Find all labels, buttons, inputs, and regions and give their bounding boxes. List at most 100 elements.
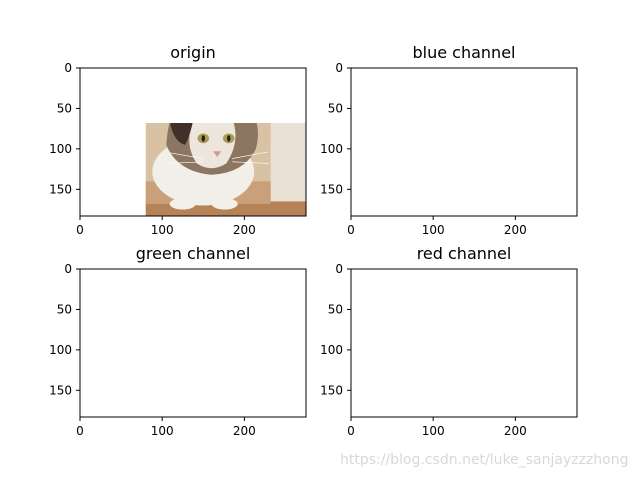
cat-eye-right — [223, 335, 235, 345]
cat-nose — [213, 151, 222, 157]
x-tick-label: 0 — [76, 424, 84, 438]
cat-whisker — [169, 363, 204, 365]
cat-pupil-left — [473, 336, 476, 342]
image-frame-left — [351, 68, 381, 216]
cat-head — [437, 277, 529, 376]
y-tick-label: 50 — [57, 101, 72, 115]
cat-eye-left — [469, 134, 481, 144]
cat-eye-left — [198, 335, 210, 345]
y-tick-label: 50 — [328, 302, 343, 316]
cat-patch — [441, 104, 466, 144]
cat-whisker — [232, 161, 270, 164]
y-tick-label: 150 — [49, 383, 72, 397]
cat-whisker — [441, 153, 474, 159]
cat-pupil-right — [498, 135, 501, 141]
axes-frame — [350, 67, 578, 217]
cat-patch — [441, 305, 466, 345]
image-wall — [271, 269, 306, 417]
cat-pupil-left — [201, 135, 205, 142]
y-tick-label: 50 — [57, 302, 72, 316]
image-frame-post — [110, 68, 128, 216]
y-tick-label: 0 — [64, 61, 72, 75]
x-tick-label: 200 — [233, 223, 256, 237]
image-floor — [351, 201, 577, 216]
y-tick-label: 100 — [49, 142, 72, 156]
cat-body — [423, 138, 525, 206]
y-tick-label: 0 — [335, 262, 343, 276]
subplot-title: red channel — [417, 244, 512, 263]
image-floor — [351, 402, 577, 417]
y-tick-label: 0 — [335, 61, 343, 75]
y-tick-label: 100 — [49, 343, 72, 357]
cat-paw-right — [482, 198, 508, 209]
cat-pupil-left — [202, 336, 205, 342]
y-tick-label: 150 — [49, 182, 72, 196]
subplot-title: green channel — [136, 244, 251, 263]
x-tick-label: 200 — [504, 424, 527, 438]
cat-whisker — [232, 363, 269, 365]
subplot-image — [351, 269, 577, 417]
cat-face — [189, 314, 235, 369]
image-wall — [270, 122, 306, 216]
axes-frame — [79, 67, 307, 217]
cat-head — [166, 277, 258, 376]
x-tick-label: 0 — [76, 223, 84, 237]
cat-whisker — [503, 162, 540, 164]
cat-nose — [484, 151, 492, 157]
image-wall — [542, 269, 577, 417]
x-tick-label: 0 — [347, 424, 355, 438]
image-background — [80, 269, 306, 417]
cat-nose — [484, 352, 492, 358]
cat-paw-right — [211, 198, 238, 210]
x-tick-label: 100 — [151, 424, 174, 438]
image-base — [399, 181, 542, 204]
x-tick-label: 100 — [422, 223, 445, 237]
cat-pupil-right — [227, 336, 230, 342]
cat-whisker — [441, 354, 474, 360]
cat-whisker — [440, 162, 475, 164]
cat-head — [437, 76, 529, 175]
y-tick-label: 150 — [320, 383, 343, 397]
cat-whisker — [170, 152, 204, 159]
cat-whisker — [503, 353, 538, 359]
cat-pupil-right — [498, 336, 501, 342]
cat-pupil-right — [227, 135, 231, 142]
y-tick-label: 100 — [320, 343, 343, 357]
axes-frame — [350, 268, 578, 418]
cat-whisker — [232, 353, 267, 359]
cat-whisker — [440, 363, 475, 365]
cat-eye-left — [469, 335, 481, 345]
image-background — [351, 68, 577, 216]
image-floor — [80, 402, 306, 417]
subplot-2: blue channel 0 100 200 0 50 100 150 — [320, 43, 578, 237]
y-tick-label: 150 — [320, 182, 343, 196]
cat-face — [460, 113, 506, 168]
x-tick-label: 100 — [151, 223, 174, 237]
cat-paw-left — [169, 198, 196, 210]
cat-nose — [213, 352, 221, 358]
subplot-title: origin — [170, 43, 216, 62]
subplot-image — [110, 68, 306, 216]
cat-paw-left — [170, 399, 196, 410]
image-base — [399, 382, 542, 405]
image-frame-left — [351, 269, 381, 417]
x-tick-label: 100 — [422, 424, 445, 438]
cat-paw-right — [211, 399, 237, 410]
image-frame-post — [381, 269, 399, 417]
cat-paw-left — [441, 198, 467, 209]
image-frame-left — [80, 269, 110, 417]
subplot-image — [351, 68, 577, 216]
cat-whisker — [168, 161, 204, 164]
y-tick-label: 50 — [328, 101, 343, 115]
subplot-3: green channel 0 100 200 0 50 100 150 — [49, 244, 307, 438]
y-tick-label: 0 — [64, 262, 72, 276]
cat-eye-right — [494, 335, 506, 345]
image-background — [351, 269, 577, 417]
cat-face — [460, 314, 506, 369]
cat-paw-right — [482, 399, 508, 410]
cat-eye-right — [494, 134, 506, 144]
axes-frame — [79, 268, 307, 418]
cat-whisker — [503, 363, 540, 365]
subplot-4: red channel 0 100 200 0 50 100 150 — [320, 244, 578, 438]
